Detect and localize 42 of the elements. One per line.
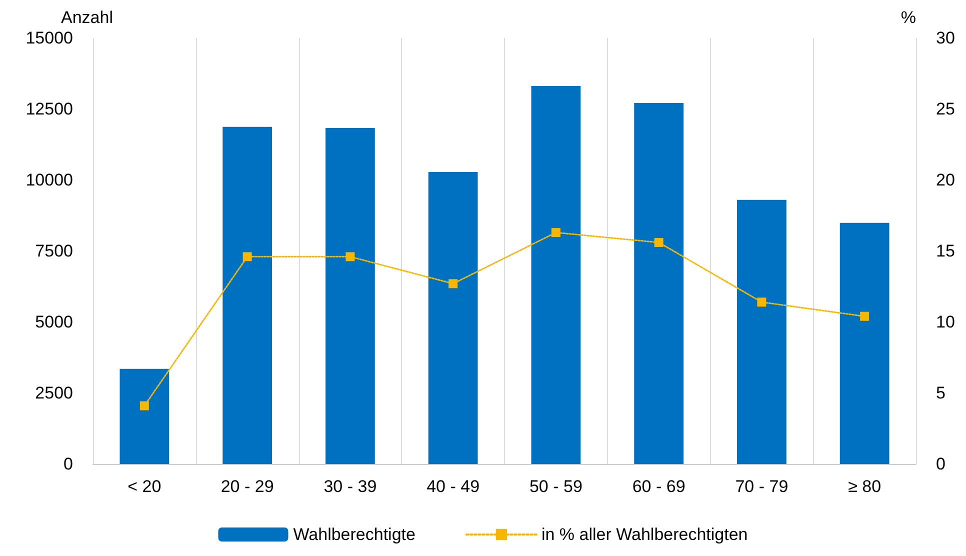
- legend-label: Wahlberechtigte: [293, 525, 416, 544]
- y-tick-label: 5000: [35, 312, 73, 332]
- y2-tick-label: 5: [936, 384, 946, 402]
- bar: [531, 86, 581, 464]
- x-tick-label: ≥ 80: [848, 477, 882, 496]
- point: [551, 228, 560, 238]
- bar: [634, 103, 684, 464]
- y2-axis-title: %: [900, 8, 916, 27]
- x-tick-label: 20 - 29: [220, 477, 274, 496]
- y2-tick-label: 25: [936, 100, 955, 118]
- point: [448, 279, 458, 288]
- x-tick-label: 60 - 69: [632, 477, 686, 496]
- y-axis-title: Anzahl: [61, 8, 113, 27]
- y-tick-label: 7500: [35, 242, 73, 260]
- point: [140, 401, 149, 410]
- y-tick-label: 10000: [26, 170, 73, 190]
- bar: [222, 126, 272, 464]
- bar: [326, 128, 375, 464]
- legend-label: in % aller Wahlberechtigten: [541, 525, 748, 544]
- bar: [737, 200, 786, 464]
- bar: [840, 222, 890, 464]
- y-tick-label: 0: [64, 454, 73, 474]
- y-tick-label: 12500: [26, 100, 73, 118]
- y-tick-label: 2500: [35, 384, 73, 402]
- point: [860, 312, 870, 321]
- y-tick-label: 15000: [26, 28, 73, 48]
- y2-tick-label: 0: [936, 454, 946, 474]
- point: [654, 238, 664, 247]
- y2-tick-label: 30: [936, 28, 955, 48]
- x-tick-label: 50 - 59: [529, 477, 582, 496]
- bar: [428, 172, 478, 464]
- x-tick-label: < 20: [128, 477, 162, 496]
- point: [346, 252, 355, 262]
- x-tick-label: 30 - 39: [324, 477, 377, 496]
- bar: [120, 368, 170, 464]
- x-tick-label: 40 - 49: [426, 477, 480, 496]
- point: [242, 252, 252, 262]
- point: [757, 298, 766, 307]
- y2-tick-label: 20: [936, 170, 955, 190]
- x-tick-label: 70 - 79: [735, 477, 788, 496]
- y2-tick-label: 10: [936, 312, 955, 332]
- y2-tick-label: 15: [936, 242, 955, 260]
